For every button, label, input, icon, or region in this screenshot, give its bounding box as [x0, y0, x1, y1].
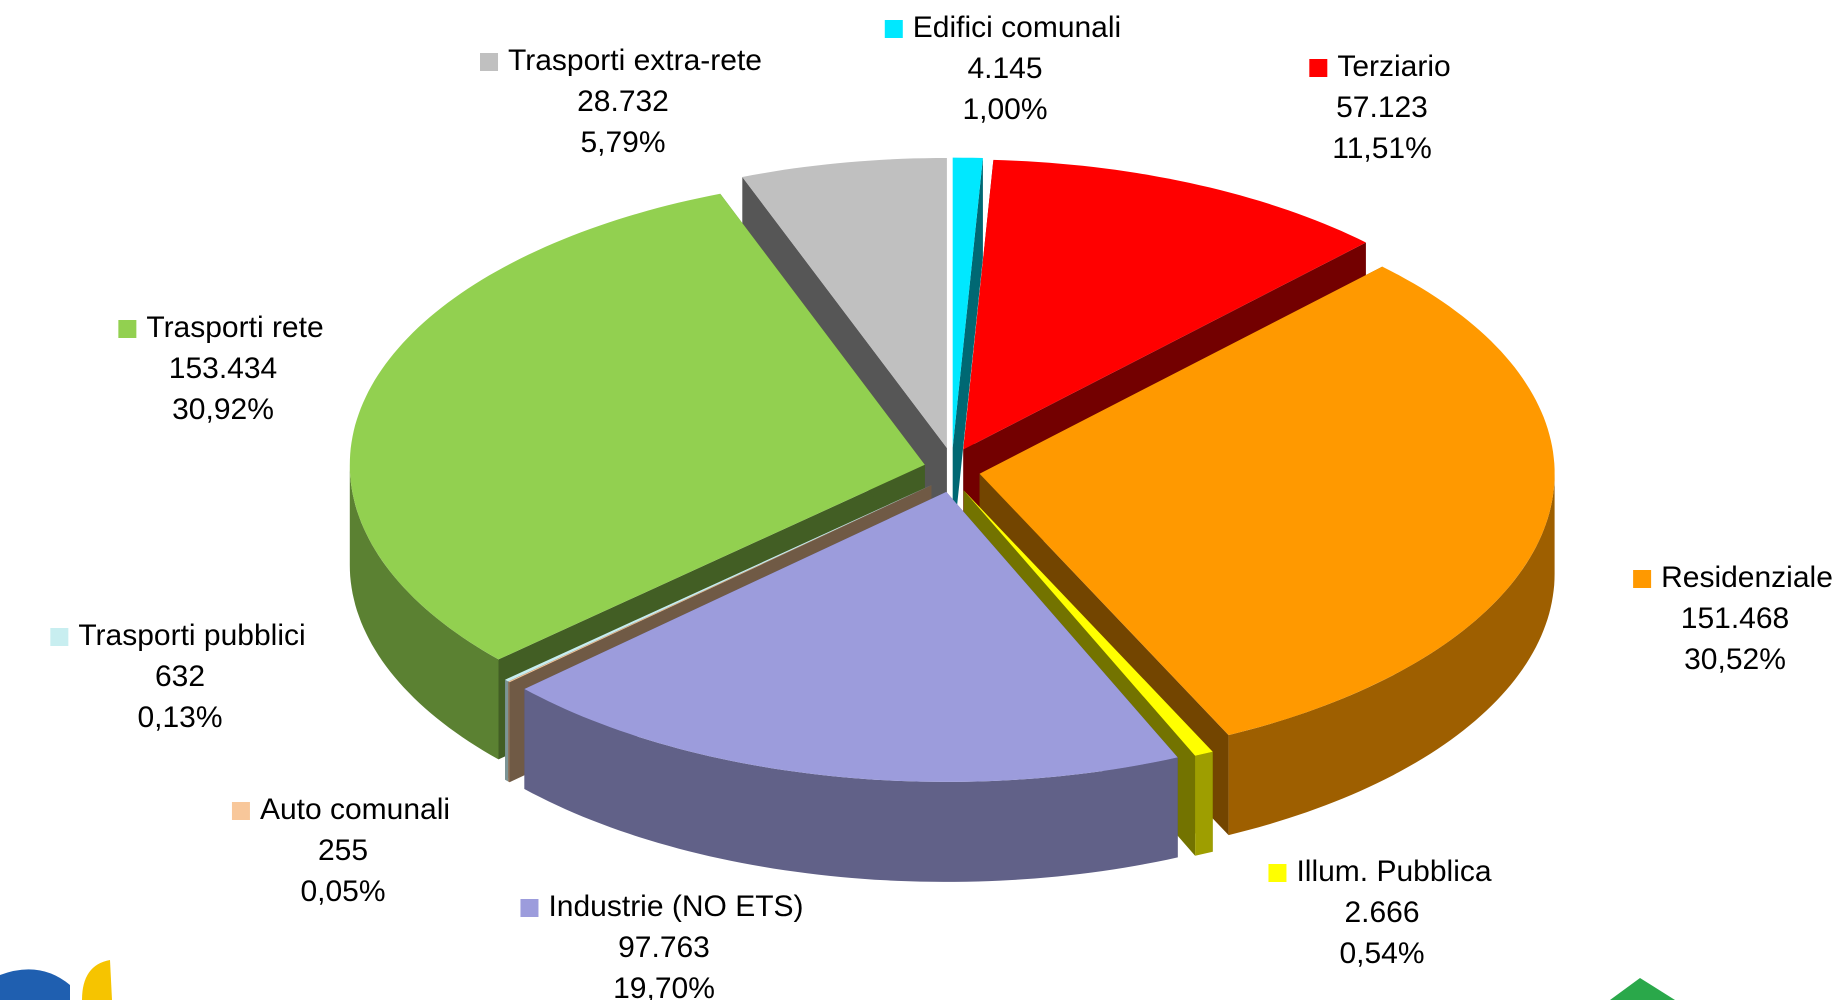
- legend-swatch: [50, 628, 69, 646]
- slice-label-name: Auto comunali: [260, 793, 450, 826]
- slice-side: [524, 689, 1178, 882]
- legend-swatch: [884, 20, 903, 38]
- slice-label-percent: 1,00%: [962, 93, 1047, 126]
- slice-label-value: 153.434: [169, 352, 277, 385]
- slice-label-name: Illum. Pubblica: [1296, 855, 1491, 888]
- slice-label-percent: 0,13%: [137, 701, 222, 734]
- legend-swatch: [118, 320, 137, 338]
- slice-side: [952, 158, 983, 548]
- slice: [979, 266, 1555, 736]
- slice-label-name: Trasporti extra-rete: [508, 44, 762, 77]
- slice-label-value: 57.123: [1336, 91, 1428, 124]
- legend-swatch: [480, 53, 499, 71]
- slice-label-value: 2.666: [1344, 896, 1419, 929]
- slice-label-name: Terziario: [1337, 50, 1450, 83]
- slice-label-value: 97.763: [618, 931, 710, 964]
- legend-swatch: [520, 899, 539, 917]
- slice-label-name: Residenziale: [1661, 561, 1833, 594]
- slice-label-name: Edifici comunali: [913, 11, 1121, 44]
- slice: [349, 193, 925, 660]
- slice-label-percent: 11,51%: [1332, 132, 1432, 165]
- slice-label-name: Trasporti rete: [146, 311, 323, 344]
- slice: [963, 159, 1366, 450]
- slice-label-name: Trasporti pubblici: [78, 619, 305, 652]
- slice-side: [1228, 473, 1555, 836]
- slice: [505, 485, 932, 682]
- slice-side: [505, 679, 509, 782]
- slice-label-percent: 30,52%: [1684, 643, 1786, 676]
- logo-right: [1610, 978, 1675, 1000]
- slice-label-percent: 5,79%: [580, 126, 665, 159]
- slice-label-value: 632: [155, 660, 205, 693]
- slice-label-value: 4.145: [967, 52, 1042, 85]
- slice-label-value: 255: [318, 834, 368, 867]
- slice: [508, 485, 932, 683]
- slice: [963, 490, 1213, 756]
- slice: [524, 491, 1178, 782]
- slice-label-value: 28.732: [577, 85, 669, 118]
- legend-swatch: [1268, 864, 1287, 882]
- legend-swatch: [231, 802, 250, 820]
- slice: [742, 158, 947, 448]
- slice-side: [1195, 751, 1213, 856]
- legend-swatch: [1633, 570, 1652, 588]
- slice-side: [349, 464, 499, 760]
- slice-label-percent: 0,54%: [1339, 937, 1424, 970]
- slice-label-percent: 0,05%: [300, 875, 385, 908]
- slice-label-percent: 19,70%: [613, 972, 715, 1000]
- legend-swatch: [1309, 59, 1328, 77]
- slice: [952, 157, 983, 448]
- logo-left: [0, 960, 112, 1000]
- slice-label-value: 151.468: [1681, 602, 1789, 635]
- slice-label-name: Industrie (NO ETS): [548, 890, 803, 923]
- slice-side: [508, 681, 510, 783]
- slice-label-percent: 30,92%: [172, 393, 274, 426]
